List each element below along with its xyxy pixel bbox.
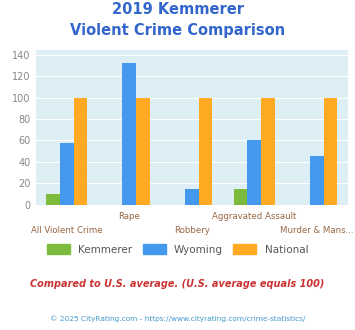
Bar [136, 98, 150, 205]
Bar [73, 98, 87, 205]
Bar [185, 188, 198, 205]
Text: © 2025 CityRating.com - https://www.cityrating.com/crime-statistics/: © 2025 CityRating.com - https://www.city… [50, 315, 305, 322]
Bar [198, 98, 212, 205]
Text: Robbery: Robbery [174, 226, 210, 235]
Bar [122, 63, 136, 205]
Legend: Kemmerer, Wyoming, National: Kemmerer, Wyoming, National [44, 241, 311, 258]
Text: Murder & Mans...: Murder & Mans... [280, 226, 354, 235]
Bar [310, 156, 323, 205]
Text: All Violent Crime: All Violent Crime [31, 226, 103, 235]
Bar [261, 98, 275, 205]
Bar [323, 98, 337, 205]
Text: Compared to U.S. average. (U.S. average equals 100): Compared to U.S. average. (U.S. average … [30, 279, 325, 289]
Text: Rape: Rape [118, 212, 140, 221]
Bar [247, 141, 261, 205]
Text: Violent Crime Comparison: Violent Crime Comparison [70, 23, 285, 38]
Bar [60, 143, 73, 205]
Text: Aggravated Assault: Aggravated Assault [212, 212, 296, 221]
Bar [234, 188, 247, 205]
Bar [46, 194, 60, 205]
Text: 2019 Kemmerer: 2019 Kemmerer [111, 2, 244, 16]
